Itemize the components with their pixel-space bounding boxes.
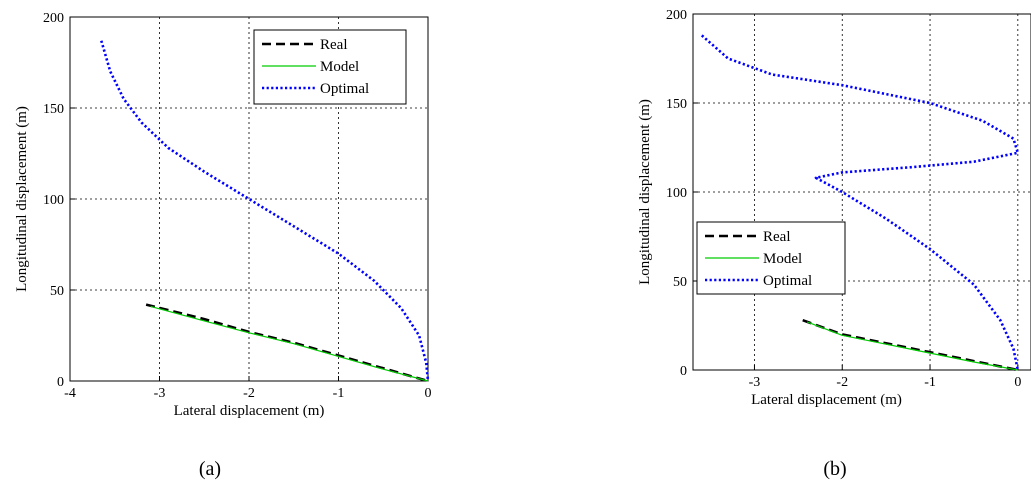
y-tick-label: 50 (50, 284, 64, 299)
x-tick-label: -2 (243, 386, 255, 401)
series-line-optimal (700, 34, 1020, 371)
y-tick-label: 150 (666, 97, 687, 112)
series-line-model (150, 305, 429, 382)
y-tick-label: 150 (43, 102, 64, 117)
series-line-model (806, 321, 1018, 371)
x-tick-label: -3 (749, 375, 761, 390)
y-tick-label: 0 (680, 364, 687, 379)
legend-label-optimal: Optimal (320, 81, 369, 97)
y-tick-label: 50 (673, 275, 687, 290)
legend-label-model: Model (320, 59, 359, 75)
x-tick-label: -1 (333, 386, 345, 401)
x-tick-label: 0 (1014, 375, 1021, 390)
x-tick-label: -3 (154, 386, 166, 401)
legend-label-real: Real (320, 37, 348, 53)
legend-label-real: Real (763, 229, 791, 245)
y-tick-label: 100 (43, 193, 64, 208)
legend-label-model: Model (763, 251, 802, 267)
x-tick-label: -2 (836, 375, 848, 390)
legend-label-optimal: Optimal (763, 273, 812, 289)
series-line-real (145, 303, 429, 383)
legend-box (253, 29, 407, 105)
x-axis-label: Lateral displacement (m) (751, 392, 902, 408)
y-tick-label: 0 (57, 375, 64, 390)
y-axis-label: Longitudinal displacement (m) (14, 106, 30, 292)
x-tick-label: -1 (924, 375, 936, 390)
chart-a: -4 -3 -2 -1 0 0 50 100 150 200 Lateral displacemen… (14, 11, 432, 419)
chart-b: -3 -2 -1 0 0 50 100 150 200 Lateral displacement … (637, 8, 1031, 408)
caption-a: (a) (199, 458, 221, 480)
caption-b: (b) (823, 458, 846, 480)
y-tick-label: 200 (43, 11, 64, 26)
y-axis-label: Longitudinal displacement (m) (637, 99, 653, 285)
y-tick-label: 200 (666, 8, 687, 23)
y-tick-label: 100 (666, 186, 687, 201)
x-tick-label: -4 (64, 386, 76, 401)
series-line-real (802, 318, 1019, 372)
x-tick-label: 0 (425, 386, 432, 401)
x-axis-label: Lateral displacement (m) (174, 403, 325, 419)
